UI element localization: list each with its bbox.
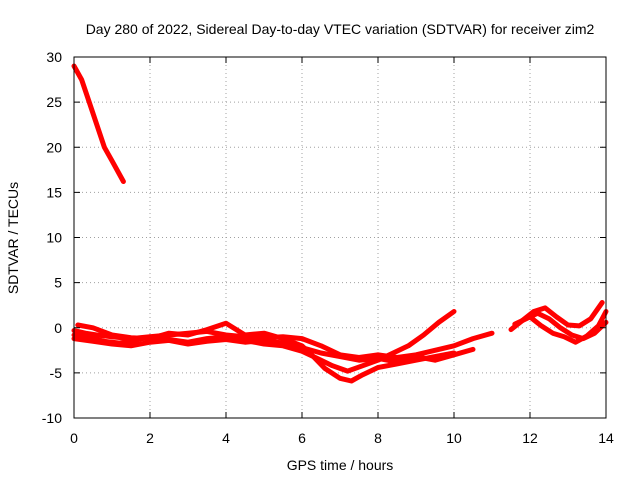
series-track-5 <box>71 336 476 365</box>
y-tick-label: 10 <box>46 230 62 246</box>
y-tick-label: 25 <box>46 94 62 110</box>
x-axis-label: GPS time / hours <box>287 457 394 473</box>
grid <box>74 57 606 418</box>
series-track-8 <box>527 309 609 345</box>
x-tick-label: 2 <box>146 430 154 446</box>
y-tick-label: -5 <box>50 365 63 381</box>
y-tick-label: 15 <box>46 184 62 200</box>
x-tick-label: 10 <box>446 430 462 446</box>
y-tick-label: 0 <box>54 320 62 336</box>
series-track-1 <box>71 63 126 184</box>
y-tick-label: 20 <box>46 139 62 155</box>
x-tick-label: 8 <box>374 430 382 446</box>
plot-area <box>71 63 609 384</box>
x-tick-label: 6 <box>298 430 306 446</box>
y-axis-label: SDTVAR / TECUs <box>5 182 21 294</box>
y-tick-labels: -10 -5 0 5 10 15 20 25 30 <box>42 49 62 426</box>
chart-title: Day 280 of 2022, Sidereal Day-to-day VTE… <box>86 21 595 37</box>
x-tick-label: 12 <box>522 430 538 446</box>
series-track-4 <box>75 320 457 384</box>
series-track-3 <box>71 309 457 374</box>
y-tick-label: 5 <box>54 275 62 291</box>
x-tick-label: 4 <box>222 430 230 446</box>
x-tick-labels: 0 2 4 6 8 10 12 14 <box>70 430 614 446</box>
x-tick-label: 0 <box>70 430 78 446</box>
y-tick-label: 30 <box>46 49 62 65</box>
y-tick-label: -10 <box>42 410 62 426</box>
axis-ticks <box>73 56 607 419</box>
x-tick-label: 14 <box>598 430 614 446</box>
